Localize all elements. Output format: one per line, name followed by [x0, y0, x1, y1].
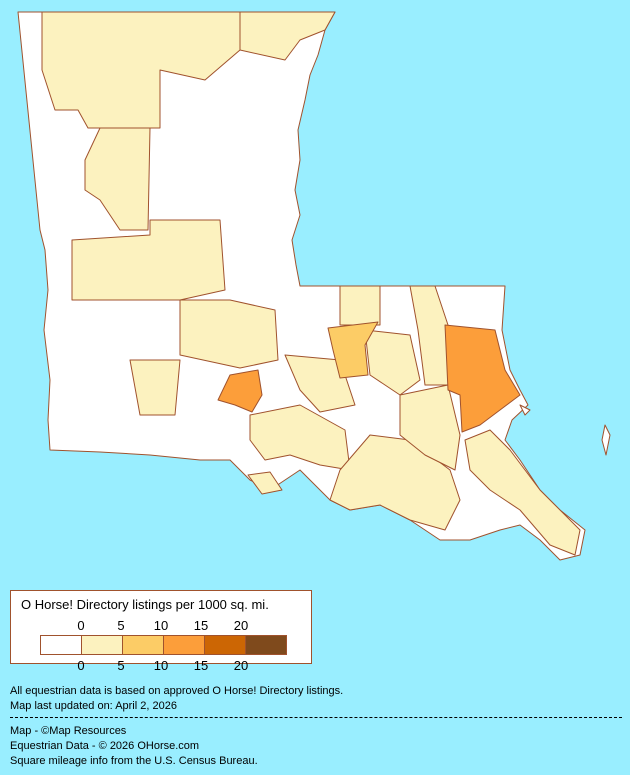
legend-tick: 10	[153, 618, 169, 633]
parish-5-10	[327, 321, 379, 379]
legend-tick: 20	[233, 658, 249, 673]
legend-tick: 5	[117, 618, 125, 633]
legend-bin-0	[41, 636, 82, 654]
census-credit: Square mileage info from the U.S. Census…	[10, 755, 258, 767]
legend-tick: 0	[77, 618, 85, 633]
data-source-note: All equestrian data is based on approved…	[10, 685, 344, 697]
parish-10-15	[444, 324, 521, 433]
legend-bin-10-15	[164, 636, 205, 654]
parish-0-5	[239, 11, 336, 61]
parish-0-5	[249, 404, 351, 471]
louisiana-parish-map	[17, 11, 611, 561]
legend-tick: 5	[117, 658, 125, 673]
legend-bin-0-5	[82, 636, 123, 654]
map-credit: Map - ©Map Resources	[10, 725, 127, 737]
legend-tick: 0	[77, 658, 85, 673]
parish-0-5	[329, 434, 461, 531]
coast-island	[601, 424, 611, 456]
legend-bin-20-plus	[246, 636, 286, 654]
legend-tick: 15	[193, 658, 209, 673]
legend-tick: 10	[153, 658, 169, 673]
parish-0-5	[129, 359, 181, 416]
coast-island	[519, 404, 531, 416]
parish-0-5	[464, 429, 581, 556]
parish-0-5	[247, 471, 283, 495]
parish-0-5	[71, 219, 226, 301]
map-legend: O Horse! Directory listings per 1000 sq.…	[10, 590, 312, 673]
parish-0-5	[339, 285, 381, 326]
legend-title: O Horse! Directory listings per 1000 sq.…	[21, 597, 269, 612]
parish-0-5	[364, 329, 421, 396]
legend-bin-15-20	[205, 636, 246, 654]
parish-10-15	[217, 369, 263, 413]
legend-bin-5-10	[123, 636, 164, 654]
legend-tick: 15	[193, 618, 209, 633]
parish-0-5	[179, 299, 279, 369]
divider	[10, 717, 622, 718]
last-updated: Map last updated on: April 2, 2026	[10, 700, 177, 712]
parish-0-5	[84, 127, 151, 231]
legend-tick: 20	[233, 618, 249, 633]
data-credit: Equestrian Data - © 2026 OHorse.com	[10, 740, 200, 752]
legend-color-bar	[40, 635, 287, 655]
